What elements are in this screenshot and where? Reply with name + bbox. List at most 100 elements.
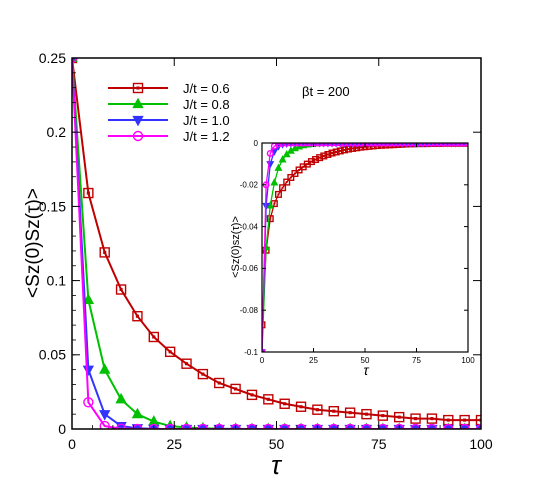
data-point (459, 423, 470, 429)
x-tick-label: 0 (68, 436, 76, 452)
legend-marker (132, 97, 144, 109)
data-point (291, 143, 299, 147)
data-point (328, 423, 339, 429)
y-tick-label: -0.1 (244, 348, 258, 357)
data-point (197, 423, 209, 429)
data-point (307, 143, 315, 147)
data-point (274, 190, 282, 198)
data-point (410, 143, 418, 147)
data-point (377, 143, 385, 147)
y-tick-label: 0.05 (39, 347, 66, 363)
legend-label: J/t = 0.8 (183, 97, 230, 112)
legend-entry: J/t = 0.6 (108, 81, 230, 96)
data-point (230, 423, 241, 429)
data-point (382, 143, 390, 147)
data-point (460, 143, 468, 147)
main-plot-frame (71, 57, 482, 430)
x-tick-label: 50 (361, 356, 370, 365)
inset-x-axis-label: τ (363, 362, 369, 378)
y-tick-label: 0.25 (39, 50, 66, 66)
legend-label: J/t = 0.6 (183, 81, 230, 96)
y-tick-label: 0.15 (39, 198, 66, 214)
data-point (340, 143, 348, 147)
data-point (263, 423, 274, 429)
data-point (214, 423, 225, 429)
y-tick-label: -0.04 (240, 222, 259, 231)
data-point (353, 143, 361, 147)
y-tick-label: 0.1 (47, 273, 67, 289)
x-tick-label: 75 (412, 356, 421, 365)
x-tick-label: 0 (260, 356, 265, 365)
x-tick-label: 25 (166, 436, 182, 452)
data-point (83, 187, 94, 199)
data-point (328, 149, 336, 157)
data-point (373, 143, 381, 147)
data-point (344, 407, 356, 418)
data-point (328, 143, 336, 147)
legend-entry: J/t = 1.2 (108, 129, 230, 144)
data-point (320, 152, 328, 160)
data-point (361, 423, 372, 429)
data-point (181, 358, 192, 369)
data-point (270, 178, 279, 186)
y-tick-label: 0.2 (47, 124, 67, 140)
legend-marker (132, 130, 144, 142)
main-plot-panel: 0 25 50 75 100 0 0.05 0.1 0.15 0.2 0.25 τ <Sz(0)Sz… (23, 50, 493, 480)
data-point (266, 215, 274, 223)
legend-entry: J/t = 0.8 (108, 97, 230, 112)
x-tick-label: 100 (461, 356, 475, 365)
series-j-t-0-6 (72, 58, 481, 426)
data-point (279, 423, 290, 429)
data-point (406, 143, 414, 147)
series-line (72, 58, 481, 422)
data-point (312, 404, 323, 415)
data-point (274, 143, 282, 148)
data-point (291, 170, 299, 178)
y-tick-label: -0.02 (240, 181, 259, 190)
data-point (279, 398, 290, 409)
data-point (320, 143, 328, 147)
data-point (312, 143, 320, 147)
data-point (295, 401, 307, 412)
data-point (443, 143, 451, 147)
data-point (132, 311, 143, 322)
data-point (344, 423, 356, 429)
data-point (316, 143, 324, 147)
data-point (303, 143, 311, 147)
legend-entry: J/t = 1.0 (108, 113, 230, 128)
data-point (394, 423, 405, 429)
data-point (386, 143, 394, 147)
inset-y-axis-label: <Sz(0)sz(τ)> (230, 216, 242, 278)
data-point (336, 143, 344, 147)
data-point (394, 143, 402, 147)
legend: J/t = 0.6J/t = 0.8J/t = 1.0J/t = 1.2 (108, 81, 230, 144)
data-point (452, 143, 460, 147)
data-point (99, 247, 110, 258)
data-point (115, 284, 127, 295)
beta-annotation: βt = 200 (302, 84, 350, 99)
data-point (99, 420, 110, 429)
x-tick-label: 50 (269, 436, 285, 452)
data-point (131, 407, 144, 419)
data-point (435, 143, 443, 147)
data-point (316, 154, 324, 162)
legend-label: J/t = 1.2 (183, 129, 230, 144)
x-tick-label: 100 (469, 436, 493, 452)
data-point (345, 143, 353, 147)
data-point (332, 143, 340, 147)
legend-label: J/t = 1.0 (183, 113, 230, 128)
main-y-axis-label: <Sz(0)Sz(τ)> (23, 188, 44, 298)
y-tick-label: -0.08 (240, 306, 259, 315)
data-point (99, 363, 111, 374)
data-point (402, 143, 410, 147)
data-point (266, 149, 274, 157)
data-point (324, 143, 332, 147)
data-point (197, 368, 209, 380)
data-point (82, 365, 95, 377)
data-point (390, 143, 398, 147)
data-point (148, 331, 160, 343)
data-point (99, 410, 111, 421)
data-point (230, 383, 241, 395)
data-point (423, 143, 431, 147)
